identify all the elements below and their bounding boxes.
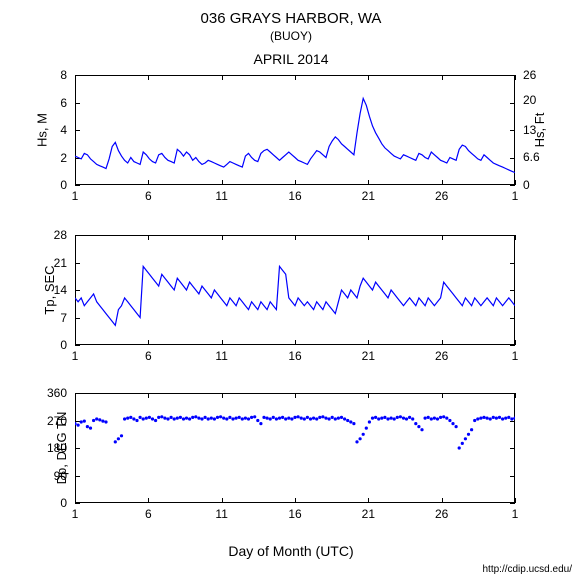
x-tick-label: 21 — [362, 189, 375, 203]
chart-svg — [75, 75, 515, 185]
y-tick-label: 0 — [60, 178, 67, 192]
x-tick-label: 1 — [512, 507, 519, 521]
y-tick-label: 8 — [60, 68, 67, 82]
y-tick-label: 0 — [60, 496, 67, 510]
subtitle: (BUOY) — [0, 29, 582, 43]
y-tick-label: 21 — [54, 256, 67, 270]
x-tick-label: 1 — [72, 189, 79, 203]
y-tick-label-right: 6.6 — [523, 150, 540, 164]
x-tick-label: 21 — [362, 507, 375, 521]
y-tick-label: 180 — [47, 441, 67, 455]
chart-svg — [75, 393, 515, 503]
x-tick-label: 1 — [72, 507, 79, 521]
chart-panel-2: Dp, DEG TN09018027036016111621261 — [75, 393, 515, 503]
chart-panel-1: Tp, SEC0714212816111621261 — [75, 235, 515, 345]
x-tick-label: 6 — [145, 507, 152, 521]
y-tick-label: 6 — [60, 96, 67, 110]
x-tick-label: 6 — [145, 349, 152, 363]
y-tick-label: 360 — [47, 386, 67, 400]
y-tick-label: 4 — [60, 123, 67, 137]
x-tick-label: 16 — [288, 349, 301, 363]
x-tick-label: 1 — [512, 349, 519, 363]
y-tick-label: 270 — [47, 414, 67, 428]
x-tick-label: 16 — [288, 507, 301, 521]
x-tick-label: 11 — [215, 507, 227, 521]
x-tick-label: 21 — [362, 349, 375, 363]
x-tick-label: 1 — [512, 189, 519, 203]
x-tick-label: 1 — [72, 349, 79, 363]
x-tick-label: 16 — [288, 189, 301, 203]
y-tick-label: 2 — [60, 151, 67, 165]
y-tick-label-right: 0 — [523, 178, 530, 192]
x-tick-label: 11 — [215, 189, 227, 203]
y-axis-label: Hs, M — [34, 113, 49, 147]
chart-svg — [75, 235, 515, 345]
y-tick-label: 28 — [54, 228, 67, 242]
x-tick-label: 6 — [145, 189, 152, 203]
y-tick-label-right: 13 — [523, 123, 536, 137]
x-tick-label: 26 — [435, 507, 448, 521]
y-tick-label: 90 — [54, 469, 67, 483]
y-tick-label: 14 — [54, 283, 67, 297]
main-title: 036 GRAYS HARBOR, WA — [0, 0, 582, 27]
y-tick-label-right: 20 — [523, 93, 536, 107]
month-title: APRIL 2014 — [0, 51, 582, 67]
x-tick-label: 26 — [435, 349, 448, 363]
x-tick-label: 26 — [435, 189, 448, 203]
x-tick-label: 11 — [215, 349, 227, 363]
x-axis-label: Day of Month (UTC) — [0, 543, 582, 559]
y-tick-label-right: 26 — [523, 68, 536, 82]
credit-link: http://cdip.ucsd.edu/ — [482, 564, 572, 575]
chart-panel-0: Hs, M02468Hs, Ft06.613202616111621261 — [75, 75, 515, 185]
chart-container: 036 GRAYS HARBOR, WA (BUOY) APRIL 2014 H… — [0, 0, 582, 581]
y-tick-label: 7 — [60, 311, 67, 325]
y-tick-label: 0 — [60, 338, 67, 352]
